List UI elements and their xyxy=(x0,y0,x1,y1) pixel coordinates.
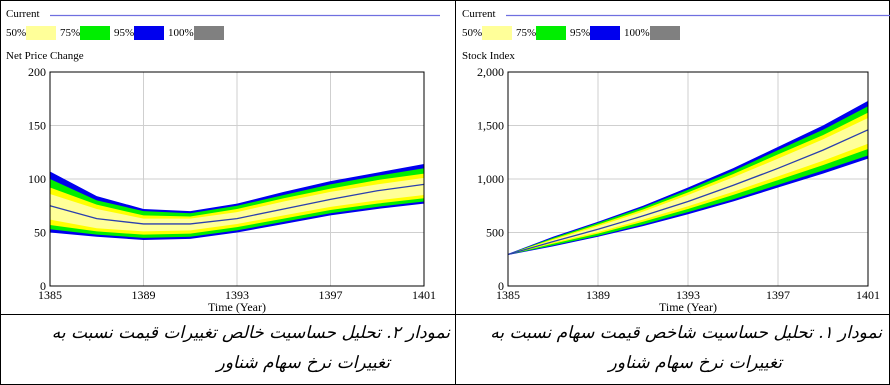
y-tick-label: 500 xyxy=(486,226,504,240)
legend-label-0: 50% xyxy=(462,27,482,39)
caption-right: نمودار ۱. تحلیل حساسیت شاخص قیمت سهام نس… xyxy=(462,318,882,378)
plot-frame xyxy=(507,71,869,287)
legend-swatch-3 xyxy=(194,26,224,40)
chart-net-price-change: Current 50% 75% 95% 100% Net Price Change 1385… xyxy=(6,8,440,314)
legend-swatch-2 xyxy=(134,26,164,40)
x-tick-label: 1393 xyxy=(676,288,700,302)
caption-left-line-1: نمودار ۲. تحلیل حساسیت خالص تغییرات قیمت… xyxy=(51,323,450,343)
legend-title: Current xyxy=(462,8,496,20)
x-tick-label: 1389 xyxy=(132,288,156,302)
x-tick-label: 1385 xyxy=(38,288,62,302)
x-axis-label: Time (Year) xyxy=(659,300,717,314)
legend-label-3: 100% xyxy=(624,27,650,39)
plot-frame xyxy=(49,71,425,287)
legend-swatch-0 xyxy=(482,26,512,40)
x-tick-label: 1393 xyxy=(225,288,249,302)
y-tick-label: 2,000 xyxy=(477,65,504,79)
caption-right-line-2: تغییرات نرخ سهام شناور xyxy=(608,353,782,373)
legend-label-3: 100% xyxy=(168,27,194,39)
x-tick-label: 1389 xyxy=(586,288,610,302)
caption-left-line-2: تغییرات نرخ سهام شناور xyxy=(216,353,390,373)
median-line xyxy=(507,129,869,256)
y-tick-label: 150 xyxy=(28,119,46,133)
legend-swatch-0 xyxy=(26,26,56,40)
y-tick-label: 1,500 xyxy=(477,119,504,133)
median-line xyxy=(49,183,425,225)
legend-label-2: 95% xyxy=(570,27,590,39)
legend-title: Current xyxy=(6,8,40,20)
legend-swatch-2 xyxy=(590,26,620,40)
legend-label-2: 95% xyxy=(114,27,134,39)
x-tick-label: 1401 xyxy=(856,288,880,302)
legend-label-1: 75% xyxy=(60,27,80,39)
legend-label-1: 75% xyxy=(516,27,536,39)
caption-right-line-1: نمودار ۱. تحلیل حساسیت شاخص قیمت سهام نس… xyxy=(490,323,882,343)
y-tick-label: 1,000 xyxy=(477,172,504,186)
legend-swatch-1 xyxy=(536,26,566,40)
legend-swatch-3 xyxy=(650,26,680,40)
x-tick-label: 1401 xyxy=(412,288,436,302)
caption-left: نمودار ۲. تحلیل حساسیت خالص تغییرات قیمت… xyxy=(10,318,450,378)
x-tick-label: 1397 xyxy=(766,288,790,302)
y-tick-label: 50 xyxy=(34,226,46,240)
x-tick-label: 1397 xyxy=(319,288,343,302)
y-tick-label: 0 xyxy=(40,279,46,293)
legend-label-0: 50% xyxy=(6,27,26,39)
chart-subtitle: Net Price Change xyxy=(6,50,84,62)
x-axis-label: Time (Year) xyxy=(208,300,266,314)
band-50pct xyxy=(50,177,424,232)
x-tick-label: 1385 xyxy=(496,288,520,302)
y-tick-label: 200 xyxy=(28,65,46,79)
chart-subtitle: Stock Index xyxy=(462,50,515,62)
y-tick-label: 0 xyxy=(498,279,504,293)
legend-swatch-1 xyxy=(80,26,110,40)
y-tick-label: 100 xyxy=(28,172,46,186)
chart-stock-index: Current 50% 75% 95% 100% Stock Index 1385 1389 1… xyxy=(462,8,890,314)
